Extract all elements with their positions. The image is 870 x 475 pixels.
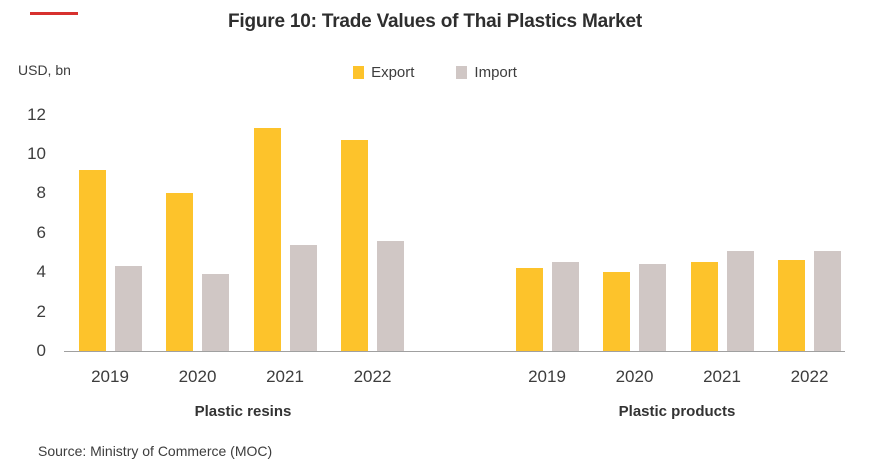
figure-title: Figure 10: Trade Values of Thai Plastics… <box>227 11 643 32</box>
x-label-plastic-products-2022: 2022 <box>790 367 829 386</box>
y-tick-label-10: 10 <box>27 144 46 163</box>
bar-plastic-resins-2020-export <box>166 193 193 351</box>
panel-label-plastic-products: Plastic products <box>618 403 736 420</box>
x-axis-line <box>64 351 845 352</box>
bar-plastic-products-2019-import <box>551 262 579 351</box>
panel-label-plastic-resins: Plastic resins <box>194 403 292 420</box>
bar-plastic-products-2021-import <box>726 251 754 351</box>
legend: Export Import <box>0 62 870 82</box>
bar-plastic-resins-2021-export <box>253 128 281 351</box>
bar-plastic-resins-2019-export <box>78 170 106 351</box>
bar-plastic-products-2022-import <box>814 251 841 351</box>
accent-dash <box>30 12 78 15</box>
export-swatch-icon <box>353 65 365 79</box>
y-tick-label-0: 0 <box>36 341 46 360</box>
legend-item-export: Export <box>353 64 414 81</box>
y-tick-label-6: 6 <box>36 223 46 242</box>
x-label-plastic-products-2020: 2020 <box>615 367 654 386</box>
y-tick-label-2: 2 <box>36 302 46 321</box>
bar-plastic-resins-2022-import <box>377 241 404 351</box>
bar-plastic-resins-2019-import <box>114 266 142 351</box>
x-label-plastic-resins-2019: 2019 <box>91 367 129 386</box>
bar-plastic-resins-2022-export <box>341 140 368 351</box>
bar-plastic-resins-2021-import <box>289 245 317 351</box>
x-label-plastic-resins-2021: 2021 <box>266 367 304 386</box>
legend-import-label: Import <box>474 63 517 81</box>
bar-plastic-products-2020-import <box>639 264 666 351</box>
bar-plastic-products-2021-export <box>690 262 718 351</box>
import-swatch-icon <box>456 65 468 79</box>
y-tick-label-12: 12 <box>27 105 46 124</box>
legend-item-import: Import <box>456 64 517 81</box>
x-label-plastic-resins-2020: 2020 <box>178 367 217 386</box>
legend-export-label: Export <box>371 63 415 81</box>
bar-plastic-products-2022-export <box>778 260 805 351</box>
y-tick-label-8: 8 <box>36 183 46 202</box>
y-axis-unit-label: USD, bn <box>18 62 71 78</box>
bar-plastic-products-2020-export <box>603 272 630 351</box>
bar-plastic-resins-2020-import <box>202 274 229 351</box>
x-label-plastic-products-2021: 2021 <box>703 367 741 386</box>
x-label-plastic-products-2019: 2019 <box>528 367 566 386</box>
y-tick-label-4: 4 <box>36 262 46 281</box>
x-label-plastic-resins-2022: 2022 <box>353 367 392 386</box>
source-note: Source: Ministry of Commerce (MOC) <box>38 443 273 459</box>
bar-plastic-products-2019-export <box>515 268 543 351</box>
